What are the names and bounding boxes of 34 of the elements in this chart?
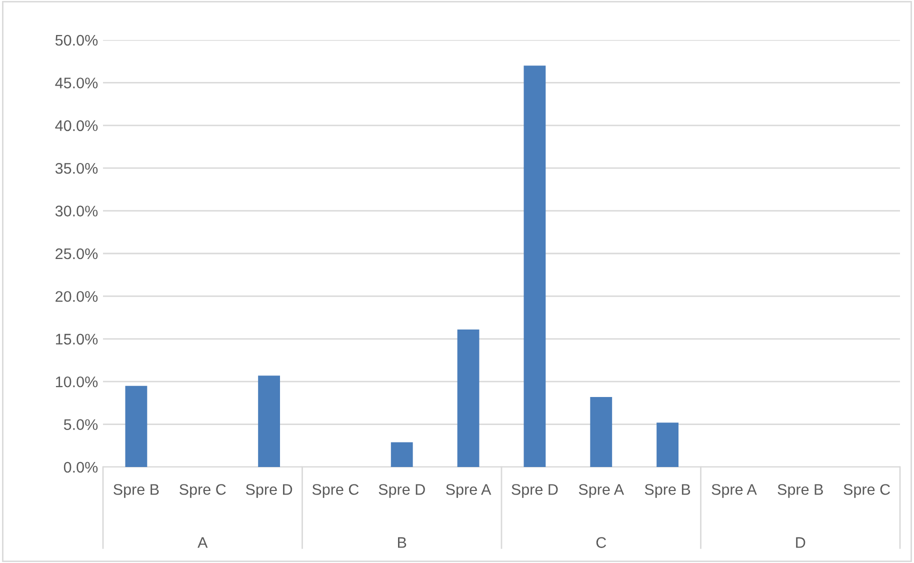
- y-tick-label: 0.0%: [64, 462, 98, 473]
- x-tick-label: Spre C: [844, 484, 890, 498]
- bar: [125, 386, 148, 467]
- x-tick-label: Spre A: [712, 484, 757, 498]
- text: B: [398, 537, 406, 548]
- x-tick-label: Spre D: [512, 484, 558, 498]
- x-tick-label: Spre A: [446, 484, 492, 498]
- x-tick-label: Spre C: [180, 484, 226, 498]
- x-tick-label: Spre B: [644, 484, 690, 498]
- x-tick-label: Spre D: [246, 484, 292, 498]
- bar: [457, 330, 480, 467]
- bar: [656, 422, 678, 467]
- y-tick-label: 30.0%: [55, 206, 98, 216]
- y-tick-label: 45.0%: [55, 78, 98, 88]
- x-tick-label: Spre D: [378, 484, 425, 498]
- text: C: [596, 537, 606, 548]
- bar: [590, 396, 612, 467]
- y-tick-label: 40.0%: [55, 120, 98, 132]
- y-tick-label: 15.0%: [56, 334, 98, 345]
- y-tick-label: 10.0%: [56, 376, 98, 388]
- y-tick-label: 5.0%: [64, 419, 98, 430]
- bar: [390, 442, 413, 467]
- x-tick-label: Spre A: [578, 484, 624, 498]
- bar: [258, 376, 280, 467]
- y-tick-label: 25.0%: [56, 248, 98, 260]
- y-tick-label: 35.0%: [55, 162, 98, 174]
- bar: [524, 66, 546, 467]
- y-tick-label: 20.0%: [56, 291, 98, 302]
- x-tick-label: Spre B: [114, 484, 159, 498]
- x-tick-label: Spre B: [778, 484, 823, 498]
- y-tick-label: 50.0%: [55, 34, 98, 46]
- text: A: [198, 537, 208, 548]
- text: D: [796, 537, 806, 548]
- x-tick-label: Spre C: [312, 484, 359, 498]
